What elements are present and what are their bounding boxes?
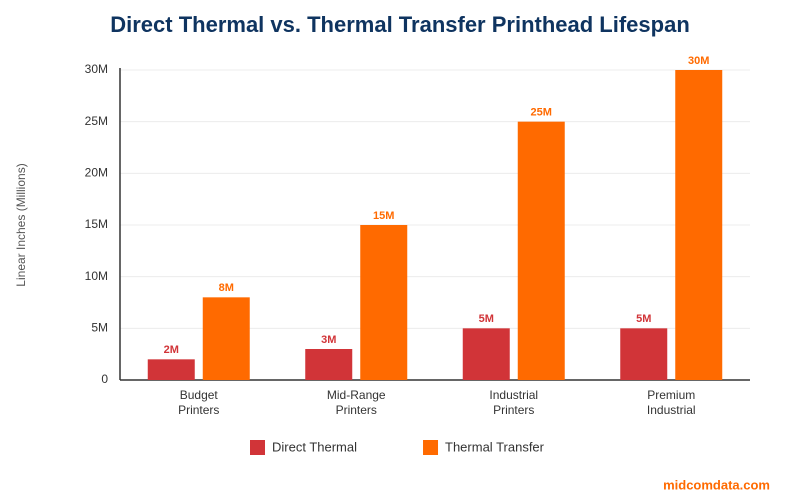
bar (360, 225, 408, 380)
bar (675, 70, 723, 380)
bar (305, 349, 353, 380)
bar (462, 328, 510, 380)
value-label: 3M (321, 334, 336, 346)
legend-label: Thermal Transfer (445, 439, 545, 454)
value-label: 30M (688, 55, 709, 67)
x-tick-label: Budget Printers (178, 388, 219, 417)
bar (620, 328, 668, 380)
x-tick-label: Mid-Range Printers (327, 388, 386, 417)
y-tick-label: 20M (85, 166, 108, 180)
bar (147, 359, 195, 380)
y-tick-label: 15M (85, 217, 108, 231)
y-axis-label: Linear Inches (Millions) (14, 163, 28, 286)
value-label: 25M (531, 107, 552, 119)
y-tick-label: 10M (85, 269, 108, 283)
y-tick-label: 0 (101, 372, 108, 386)
y-tick-label: 25M (85, 114, 108, 128)
value-label: 5M (479, 313, 494, 325)
bar (517, 121, 565, 381)
x-tick-label: Industrial Printers (489, 388, 538, 417)
legend-swatch (250, 440, 265, 455)
y-tick-label: 5M (91, 321, 108, 335)
chart-title: Direct Thermal vs. Thermal Transfer Prin… (110, 12, 690, 37)
value-label: 8M (219, 282, 234, 294)
value-label: 2M (164, 344, 179, 356)
x-tick-label: Premium Industrial (647, 388, 696, 417)
value-label: 5M (636, 313, 651, 325)
y-tick-label: 30M (85, 62, 108, 76)
source: midcomdata.com (663, 477, 770, 492)
bar (202, 297, 250, 380)
legend-swatch (423, 440, 439, 455)
legend-label: Direct Thermal (272, 439, 357, 454)
value-label: 15M (373, 210, 394, 222)
